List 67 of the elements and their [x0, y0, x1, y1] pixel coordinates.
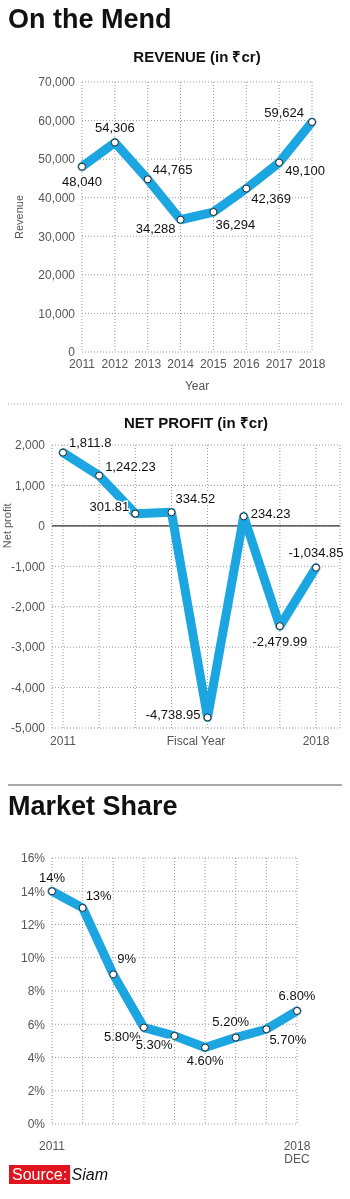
y-tick-label: 0	[38, 519, 46, 534]
text: 49,100	[285, 163, 325, 179]
x-axis-title: Year	[184, 379, 210, 393]
x-tick-label: 2011	[50, 734, 77, 748]
text: 234.23	[250, 505, 291, 521]
y-tick-label: 4%	[27, 1050, 46, 1065]
text: -1,034.85	[288, 545, 344, 561]
y-tick-label: 2,000	[14, 438, 46, 453]
y-tick-label: 2%	[27, 1084, 46, 1099]
text: 44,765	[152, 161, 193, 177]
y-tick-label: -5,000	[10, 721, 46, 736]
y-tick-label: 0%	[27, 1117, 46, 1132]
text: 1,242.23	[105, 459, 156, 475]
y-tick-label: -3,000	[10, 640, 46, 655]
x-tick-label: 2018	[298, 357, 326, 371]
y-tick-label: 6%	[27, 1017, 46, 1032]
text: 48,040	[62, 174, 102, 190]
text: 34,288	[135, 221, 176, 237]
text: 334.52	[175, 490, 216, 506]
y-axis-title: Net profit	[0, 503, 13, 549]
text: -4,738.95	[145, 706, 201, 722]
x-tick-label: 2014	[167, 357, 195, 371]
x-tick-label: 2013	[134, 357, 162, 371]
y-tick-label: 10%	[20, 951, 46, 966]
y-tick-label: 10,000	[38, 306, 76, 321]
y-tick-label: 20,000	[38, 268, 76, 283]
text: 54,306	[94, 119, 135, 135]
x-tick-label: 2015	[200, 357, 228, 371]
text: 4.60%	[186, 1052, 224, 1068]
y-tick-label: 60,000	[38, 113, 76, 128]
y-tick-label: 12%	[20, 917, 46, 932]
text: 59,624	[264, 105, 304, 121]
x-tick-label: 2016	[232, 357, 260, 371]
y-tick-label: 0	[68, 345, 76, 360]
text: 42,369	[251, 191, 292, 207]
chart-subtitle: REVENUE (in ₹cr)	[133, 48, 261, 65]
y-tick-label: 50,000	[38, 152, 76, 167]
text: 6.80%	[278, 988, 316, 1004]
x-axis-title: Fiscal Year	[166, 734, 226, 748]
y-axis-title: Revenue	[12, 194, 25, 240]
y-tick-label: -4,000	[10, 680, 46, 695]
chart-title: NET PROFIT (in ₹cr)	[124, 414, 268, 431]
y-tick-label: 14%	[20, 884, 46, 899]
x-tick-label: 2012	[101, 357, 129, 371]
x-tick-label: 2011	[39, 1139, 66, 1153]
text: 9%	[117, 950, 137, 966]
x-tick-label: 2018 DEC	[283, 1139, 311, 1166]
y-tick-label: -2,000	[10, 600, 46, 615]
text: -2,479.99	[252, 633, 308, 649]
x-tick-label: 2018	[302, 734, 330, 748]
text: 5.20%	[212, 1013, 250, 1029]
source-note: Source: Siam	[12, 1166, 109, 1183]
text: 1,811.8	[69, 435, 112, 451]
y-tick-label: 8%	[27, 984, 46, 999]
x-tick-label: 2017	[265, 357, 293, 371]
text: 13%	[85, 888, 112, 904]
y-tick-label: 1,000	[14, 478, 46, 493]
y-tick-label: 70,000	[38, 75, 76, 90]
y-tick-label: 30,000	[38, 229, 76, 244]
y-tick-label: 40,000	[38, 191, 76, 206]
chart-title: Market Share	[8, 791, 178, 821]
x-tick-label: 2011	[69, 357, 96, 371]
y-tick-label: 16%	[20, 851, 46, 866]
text: 36,294	[215, 217, 256, 233]
text: 5.70%	[269, 1031, 307, 1047]
y-tick-label: -1,000	[10, 559, 46, 574]
chart-title: On the Mend	[8, 4, 172, 34]
